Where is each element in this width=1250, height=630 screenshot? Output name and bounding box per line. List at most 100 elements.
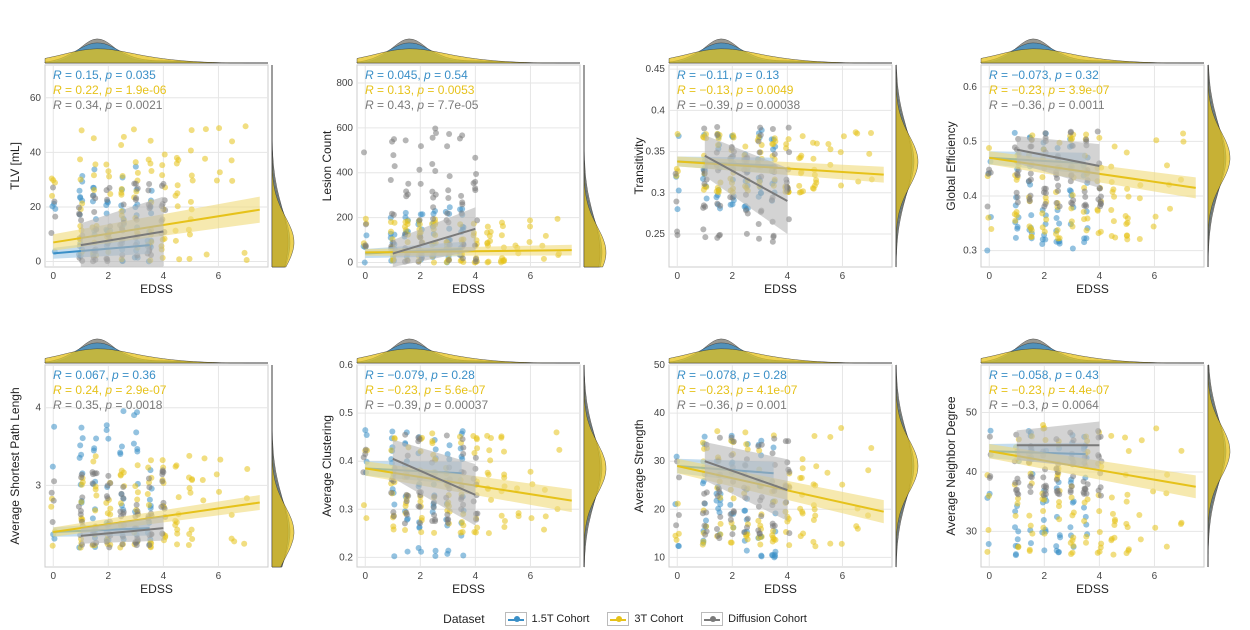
stat-annotation: R = 0.24, p = 2.9e-07 bbox=[53, 383, 167, 397]
scatter-point bbox=[714, 200, 721, 207]
scatter-point bbox=[487, 457, 494, 464]
scatter-point bbox=[187, 198, 194, 205]
scatter-point bbox=[241, 249, 248, 256]
x-tick-label: 0 bbox=[362, 271, 368, 282]
scatter-point bbox=[1029, 530, 1036, 537]
scatter-point bbox=[1124, 491, 1131, 498]
y-tick-label: 0 bbox=[347, 258, 353, 269]
scatter-point bbox=[556, 446, 563, 453]
scatter-point bbox=[824, 469, 831, 476]
scatter-point bbox=[186, 474, 193, 481]
scatter-point bbox=[986, 145, 993, 152]
scatter-point bbox=[1041, 530, 1048, 537]
scatter-point bbox=[1082, 539, 1089, 546]
scatter-point bbox=[1012, 551, 1019, 558]
scatter-point bbox=[730, 509, 737, 516]
scatter-point bbox=[985, 170, 992, 177]
scatter-point bbox=[1040, 508, 1047, 515]
x-tick-label: 4 bbox=[785, 271, 791, 282]
scatter-point bbox=[78, 217, 85, 224]
scatter-point bbox=[1122, 213, 1129, 220]
scatter-point bbox=[429, 160, 436, 167]
scatter-point bbox=[1080, 504, 1087, 511]
x-tick-label: 4 bbox=[1097, 271, 1103, 282]
scatter-point bbox=[1178, 447, 1185, 454]
scatter-point bbox=[1136, 236, 1143, 243]
scatter-point bbox=[785, 136, 792, 143]
scatter-point bbox=[1111, 143, 1118, 150]
scatter-point bbox=[1083, 136, 1090, 143]
scatter-point bbox=[105, 472, 112, 479]
x-tick-label: 4 bbox=[1097, 571, 1103, 582]
scatter-point bbox=[89, 480, 96, 487]
scatter-point bbox=[77, 176, 84, 183]
fit-line bbox=[704, 460, 788, 491]
scatter-point bbox=[445, 195, 452, 202]
scatter-point bbox=[103, 493, 110, 500]
scatter-point bbox=[714, 532, 721, 539]
scatter-point bbox=[172, 463, 179, 470]
scatter-point bbox=[527, 217, 534, 224]
scatter-point bbox=[755, 443, 762, 450]
scatter-point bbox=[429, 430, 436, 437]
scatter-point bbox=[1055, 503, 1062, 510]
scatter-point bbox=[92, 486, 99, 493]
scatter-point bbox=[430, 259, 437, 266]
legend-key-diffusion bbox=[701, 612, 724, 626]
scatter-point bbox=[1040, 524, 1047, 531]
scatter-point bbox=[103, 427, 110, 434]
scatter-point bbox=[93, 470, 100, 477]
scatter-point bbox=[1125, 193, 1132, 200]
scatter-point bbox=[159, 172, 166, 179]
scatter-point bbox=[446, 131, 453, 138]
scatter-point bbox=[1027, 473, 1034, 480]
scatter-point bbox=[1125, 448, 1132, 455]
stat-annotation: R = −0.23, p = 4.4e-07 bbox=[989, 383, 1110, 397]
scatter-point bbox=[91, 209, 98, 216]
scatter-point bbox=[1097, 492, 1104, 499]
scatter-point bbox=[200, 497, 207, 504]
scatter-point bbox=[1125, 547, 1132, 554]
top-density-3T bbox=[356, 348, 580, 364]
scatter-point bbox=[118, 443, 125, 450]
scatter-point bbox=[1043, 216, 1050, 223]
y-tick-label: 10 bbox=[654, 552, 666, 563]
scatter-point bbox=[92, 453, 99, 460]
scatter-point bbox=[727, 516, 734, 523]
scatter-point bbox=[501, 448, 508, 455]
scatter-point bbox=[459, 205, 466, 212]
panel-6: 0 2 4 60.20.30.40.50.6R = −0.079, p = 0.28R… bbox=[320, 338, 607, 596]
scatter-point bbox=[174, 182, 181, 189]
scatter-point bbox=[1180, 138, 1187, 145]
scatter-point bbox=[1096, 508, 1103, 515]
scatter-point bbox=[120, 469, 127, 476]
stat-annotation: R = −0.11, p = 0.13 bbox=[677, 68, 780, 82]
scatter-point bbox=[131, 180, 138, 187]
scatter-point bbox=[703, 195, 710, 202]
scatter-point bbox=[672, 532, 679, 539]
scatter-point bbox=[120, 408, 127, 415]
stat-annotation: R = 0.34, p = 0.0021 bbox=[53, 98, 163, 112]
x-tick-label: 4 bbox=[161, 271, 167, 282]
scatter-point bbox=[1053, 543, 1060, 550]
scatter-point bbox=[769, 125, 776, 132]
scatter-point bbox=[840, 133, 847, 140]
scatter-point bbox=[1039, 174, 1046, 181]
scatter-point bbox=[1177, 521, 1184, 528]
scatter-point bbox=[484, 229, 491, 236]
scatter-point bbox=[389, 138, 396, 145]
scatter-point bbox=[744, 536, 751, 543]
x-tick-label: 6 bbox=[1152, 571, 1158, 582]
stat-annotation: R = −0.39, p = 0.00038 bbox=[677, 98, 800, 112]
scatter-point bbox=[1054, 227, 1061, 234]
scatter-point bbox=[786, 468, 793, 475]
scatter-point bbox=[827, 540, 834, 547]
x-tick-label: 0 bbox=[674, 271, 680, 282]
scatter-point bbox=[758, 552, 765, 559]
scatter-point bbox=[542, 513, 549, 520]
scatter-point bbox=[1083, 131, 1090, 138]
scatter-point bbox=[403, 193, 410, 200]
right-density-3T bbox=[1207, 64, 1231, 267]
legend-item-1-5t: 1.5T Cohort bbox=[504, 612, 589, 626]
